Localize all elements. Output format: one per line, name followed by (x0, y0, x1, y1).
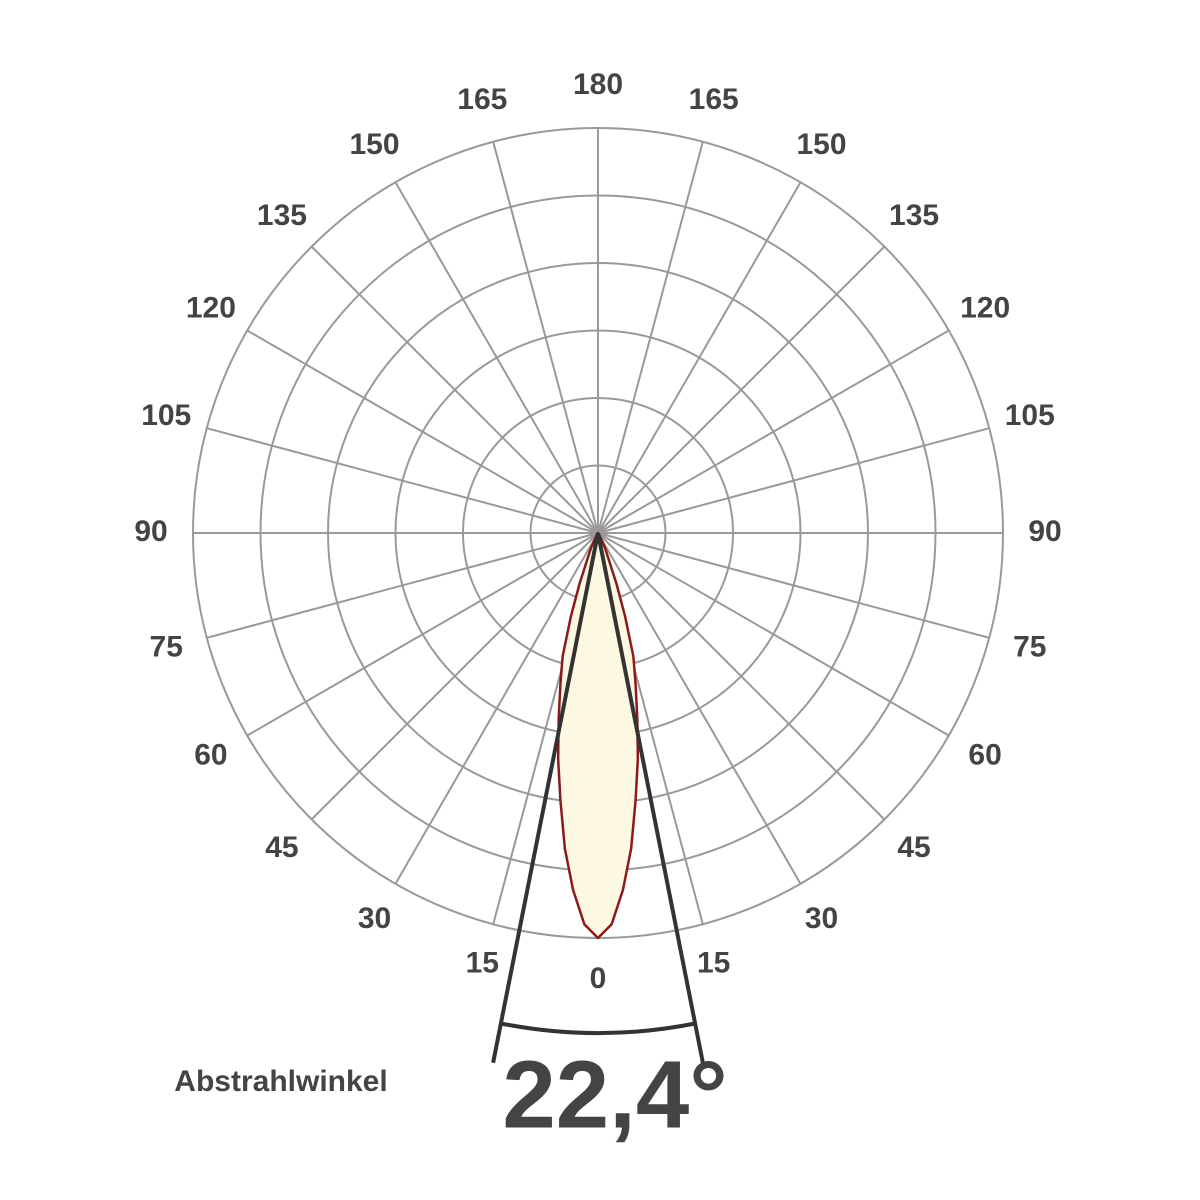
angle-tick-label: 60 (194, 738, 227, 771)
angle-tick-label: 180 (573, 68, 623, 101)
grid-spoke (597, 329, 950, 534)
angle-tick-label: 15 (466, 947, 499, 980)
grid-spoke (206, 532, 599, 639)
grid-spoke (597, 141, 704, 534)
angle-tick-label: 0 (590, 962, 607, 995)
grid-spoke (597, 532, 802, 885)
grid-spoke (394, 532, 599, 885)
beam-angle-arc (500, 1021, 696, 1035)
angle-tick-label: 120 (186, 291, 236, 324)
grid-spoke (246, 532, 599, 737)
angle-tick-label: 90 (134, 515, 167, 548)
angle-tick-label: 135 (257, 199, 307, 232)
angle-tick-label: 45 (265, 831, 298, 864)
angle-tick-label: 120 (960, 291, 1010, 324)
angle-tick-label: 75 (1013, 631, 1046, 664)
beam-angle-line (596, 532, 705, 1064)
beam-angle-value: 22,4° (502, 1041, 727, 1148)
angle-tick-label: 75 (150, 631, 183, 664)
grid-spoke (310, 532, 599, 821)
grid-spoke (597, 532, 886, 821)
grid-spoke (597, 532, 950, 737)
angle-tick-label: 60 (968, 738, 1001, 771)
angle-tick-label: 45 (897, 831, 930, 864)
grid-spoke (492, 141, 599, 534)
grid-spoke (597, 245, 886, 534)
beam-angle-line (491, 532, 600, 1064)
angle-tick-label: 105 (141, 399, 191, 432)
grid-spoke (206, 427, 599, 534)
grid-spoke (394, 181, 599, 534)
angle-tick-label: 150 (349, 128, 399, 161)
grid-spoke (246, 329, 599, 534)
angle-tick-label: 135 (889, 199, 939, 232)
angle-tick-label: 165 (689, 83, 739, 116)
angle-tick-label: 15 (697, 947, 730, 980)
angle-tick-label: 90 (1028, 515, 1061, 548)
grid-spoke (597, 181, 802, 534)
angle-tick-label: 165 (457, 83, 507, 116)
beam-angle-caption: Abstrahlwinkel (174, 1065, 387, 1098)
grid-spoke (597, 427, 990, 534)
grid-spoke (597, 532, 990, 639)
angle-tick-label: 30 (805, 902, 838, 935)
angle-tick-label: 150 (796, 128, 846, 161)
angle-tick-label: 105 (1005, 399, 1055, 432)
angle-tick-label: 30 (358, 902, 391, 935)
grid-spoke (310, 245, 599, 534)
